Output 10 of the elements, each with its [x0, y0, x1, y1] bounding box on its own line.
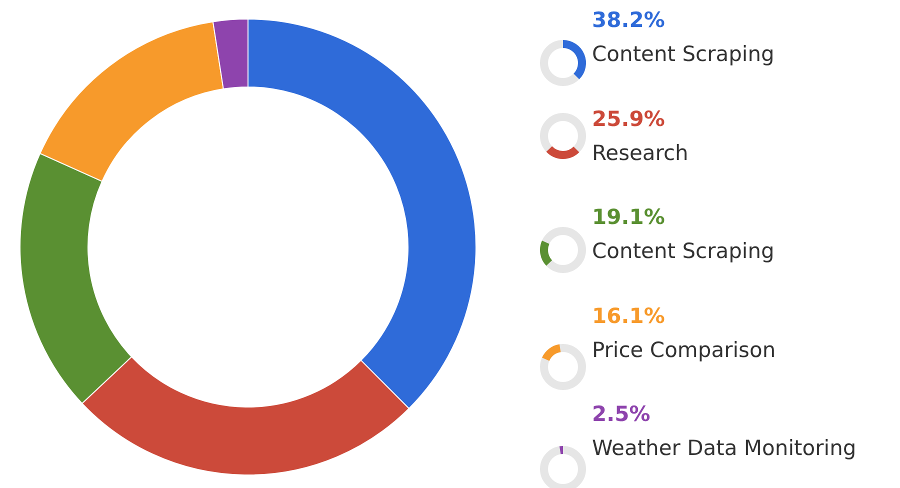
- legend-label: Content Scraping: [592, 42, 774, 66]
- data-label: 19.1%: [592, 205, 665, 229]
- legend-label: Content Scraping: [592, 239, 774, 263]
- data-label: 2.5%: [592, 402, 650, 426]
- legend-label: Price Comparison: [592, 338, 776, 362]
- legend-label: Research: [592, 140, 688, 164]
- data-label: 16.1%: [592, 304, 665, 328]
- data-label: 25.9%: [592, 106, 665, 130]
- legend-label: Weather Data Monitoring: [592, 436, 856, 460]
- data-label: 38.2%: [592, 8, 665, 32]
